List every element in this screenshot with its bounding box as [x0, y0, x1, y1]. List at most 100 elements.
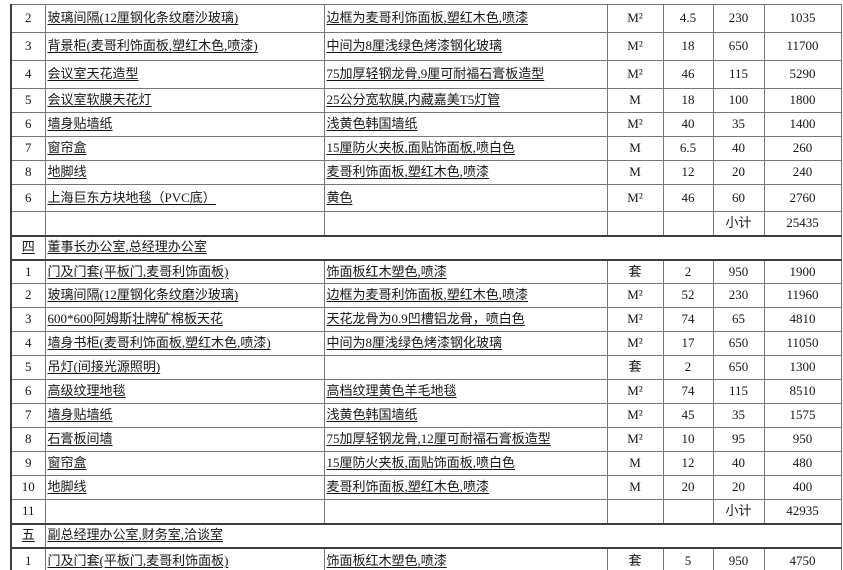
quantity-cell: 18: [662, 88, 714, 113]
table-row: 2 玻璃间隔(12厘钢化条纹磨沙玻璃) 边框为麦哥利饰面板,塑红木色,喷漆 M² 4.5…: [10, 4, 842, 33]
description-cell: 天花龙骨为0.9凹槽铝龙骨，喷白色: [323, 307, 608, 332]
unit-cell: M²: [606, 4, 664, 33]
row-number-cell: 3: [10, 307, 46, 332]
description-cell: 15厘防火夹板,面贴饰面板,喷白色: [323, 136, 608, 161]
item-name-cell: 会议室软膜天花灯: [44, 88, 325, 113]
unit-cell: M²: [606, 184, 664, 212]
description-cell: 高档纹理黄色羊毛地毯: [323, 379, 608, 404]
row-number-cell: 5: [10, 88, 46, 113]
amount-cell: 480: [763, 451, 842, 476]
table-row: 3 背景柜(麦哥利饰面板,塑红木色,喷漆) 中间为8厘浅绿色烤漆钢化玻璃 M² 18 65…: [10, 32, 842, 61]
amount-cell: 1035: [763, 4, 842, 33]
item-name-cell: 会议室天花造型: [44, 60, 325, 89]
table-row: 8 地脚线 麦哥利饰面板,塑红木色,喷漆 M 12 20 240: [10, 160, 842, 185]
row-number-cell: 7: [10, 136, 46, 161]
item-name-cell: 窗帘盒: [44, 451, 325, 476]
description-cell: [323, 211, 608, 236]
unit-cell: [606, 211, 664, 236]
description-cell: 麦哥利饰面板,塑红木色,喷漆: [323, 160, 608, 185]
unit-price-cell: 95: [712, 427, 765, 452]
section-header-row: 四董事长办公室,总经理办公室: [10, 234, 842, 261]
unit-cell: M²: [606, 379, 664, 404]
unit-cell: M²: [606, 32, 664, 61]
item-name-cell: 背景柜(麦哥利饰面板,塑红木色,喷漆): [44, 32, 325, 61]
item-name-cell: 吊灯(间接光源照明): [44, 355, 325, 380]
unit-price-cell: 40: [712, 451, 765, 476]
item-name-cell: 窗帘盒: [44, 136, 325, 161]
unit-price-cell: 950: [712, 259, 765, 284]
quantity-cell: 40: [662, 112, 714, 137]
row-number-cell: 10: [10, 475, 46, 500]
unit-cell: 套: [606, 355, 664, 380]
description-cell: [323, 355, 608, 380]
unit-price-cell: 65: [712, 307, 765, 332]
description-cell: 浅黄色韩国墙纸: [323, 403, 608, 428]
unit-cell: M²: [606, 403, 664, 428]
row-number-cell: 1: [10, 259, 46, 284]
unit-price-cell: 115: [712, 60, 765, 89]
subtotal-amount-cell: 25435: [763, 211, 842, 236]
description-cell: 25公分宽软膜,内藏嘉美T5灯管: [323, 88, 608, 113]
unit-price-cell: 35: [712, 403, 765, 428]
quantity-cell: 12: [662, 160, 714, 185]
table-row: 4 会议室天花造型 75加厚轻钢龙骨,9厘可耐福石膏板造型 M² 46 115 5290: [10, 60, 842, 89]
description-cell: 边框为麦哥利饰面板,塑红木色,喷漆: [323, 4, 608, 33]
row-number-cell: 2: [10, 283, 46, 308]
unit-price-cell: 650: [712, 32, 765, 61]
item-name-cell: 高级纹理地毯: [44, 379, 325, 404]
amount-cell: 400: [763, 475, 842, 500]
row-number-cell: 5: [10, 355, 46, 380]
unit-cell: M²: [606, 60, 664, 89]
description-cell: 75加厚轻钢龙骨,9厘可耐福石膏板造型: [323, 60, 608, 89]
amount-cell: 1900: [763, 259, 842, 284]
section-number-cell: 五: [10, 522, 46, 549]
item-name-cell: 上海巨东方块地毯（PVC底）: [44, 184, 325, 212]
item-name-cell: [44, 499, 325, 524]
item-name-cell: [44, 211, 325, 236]
item-name-cell: 门及门套(平板门,麦哥利饰面板): [44, 259, 325, 284]
description-cell: 75加厚轻钢龙骨,12厘可耐福石膏板造型: [323, 427, 608, 452]
quantity-cell: 46: [662, 60, 714, 89]
row-number-cell: 6: [10, 379, 46, 404]
quantity-cell: 74: [662, 379, 714, 404]
row-number-cell: 1: [10, 547, 46, 570]
section-number-cell: 四: [10, 234, 46, 261]
table-row: 7 窗帘盒 15厘防火夹板,面贴饰面板,喷白色 M 6.5 40 260: [10, 136, 842, 161]
item-name-cell: 地脚线: [44, 475, 325, 500]
unit-cell: M²: [606, 112, 664, 137]
table-row: 1 门及门套(平板门,麦哥利饰面板) 饰面板红木塑色,喷漆套 5 950 4750: [10, 547, 842, 570]
unit-price-cell: 35: [712, 112, 765, 137]
description-cell: [323, 499, 608, 524]
quantity-cell: [662, 499, 714, 524]
row-number-cell: 3: [10, 32, 46, 61]
quantity-cell: 45: [662, 403, 714, 428]
quantity-cell: 6.5: [662, 136, 714, 161]
item-name-cell: 玻璃间隔(12厘钢化条纹磨沙玻璃): [44, 283, 325, 308]
amount-cell: 240: [763, 160, 842, 185]
table-row: 4 墙身书柜(麦哥利饰面板,塑红木色,喷漆) 中间为8厘浅绿色烤漆钢化玻璃 M² 17 6…: [10, 331, 842, 356]
description-cell: 饰面板红木塑色,喷漆: [323, 547, 608, 570]
table-row: 3 600*600阿姆斯壮牌矿棉板天花 天花龙骨为0.9凹槽铝龙骨，喷白色 M² 74 6…: [10, 307, 842, 332]
amount-cell: 1800: [763, 88, 842, 113]
row-number-cell: 7: [10, 403, 46, 428]
amount-cell: 1400: [763, 112, 842, 137]
unit-cell: 套: [606, 547, 664, 570]
amount-cell: 5290: [763, 60, 842, 89]
amount-cell: 950: [763, 427, 842, 452]
quantity-cell: 17: [662, 331, 714, 356]
quantity-cell: [662, 211, 714, 236]
unit-price-cell: 60: [712, 184, 765, 212]
table-row: 6 高级纹理地毯 高档纹理黄色羊毛地毯 M² 74 115 8510: [10, 379, 842, 404]
unit-cell: M: [606, 88, 664, 113]
table-row: 6 上海巨东方块地毯（PVC底） 黄色 M² 46 60 2760: [10, 184, 842, 212]
item-name-cell: 墙身书柜(麦哥利饰面板,塑红木色,喷漆): [44, 331, 325, 356]
amount-cell: 11960: [763, 283, 842, 308]
subtotal-row: 11 小计 42935: [10, 499, 842, 524]
row-number-cell: 11: [10, 499, 46, 524]
row-number-cell: 4: [10, 60, 46, 89]
table-row: 10 地脚线 麦哥利饰面板,塑红木色,喷漆 M 20 20 400: [10, 475, 842, 500]
amount-cell: 11700: [763, 32, 842, 61]
unit-cell: M: [606, 475, 664, 500]
item-name-cell: 地脚线: [44, 160, 325, 185]
description-cell: 15厘防火夹板,面贴饰面板,喷白色: [323, 451, 608, 476]
